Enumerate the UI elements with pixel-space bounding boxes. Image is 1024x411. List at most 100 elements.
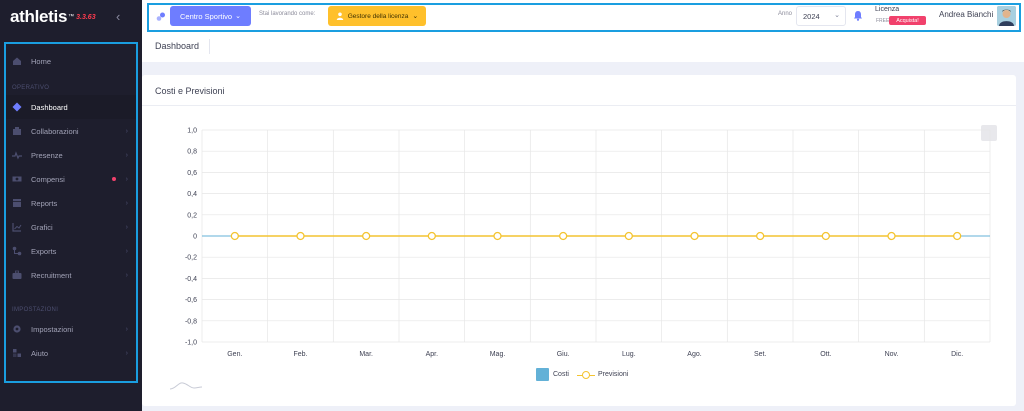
centro-sportivo-label: Centro Sportivo xyxy=(180,11,233,21)
brand-logo[interactable]: athletis ™ 3.3.63 xyxy=(0,0,142,34)
sidebar-item-label: Reports xyxy=(31,198,58,208)
previsioni-point[interactable] xyxy=(690,231,699,241)
previsioni-point[interactable] xyxy=(624,231,633,241)
sidebar-section-impostazioni: IMPOSTAZIONI xyxy=(12,307,59,313)
gear-icon xyxy=(12,324,22,334)
previsioni-point[interactable] xyxy=(821,231,830,241)
x-tick-label: Giu. xyxy=(557,351,570,358)
diamond-icon xyxy=(12,102,22,112)
legend-previsioni-label[interactable]: Previsioni xyxy=(597,371,629,378)
sidebar-item-home[interactable]: Home xyxy=(6,49,136,73)
chart-menu-button[interactable] xyxy=(981,125,997,141)
x-tick-label: Ott. xyxy=(820,351,831,358)
previsioni-point[interactable] xyxy=(427,231,436,241)
y-tick-label: 0,4 xyxy=(187,191,197,198)
sidebar-section-operativo: OPERATIVO xyxy=(12,85,50,91)
chevron-right-icon: › xyxy=(125,199,128,207)
y-tick-label: -0,2 xyxy=(185,255,197,262)
previsioni-point[interactable] xyxy=(296,231,305,241)
legend-costi-label[interactable]: Costi xyxy=(553,371,569,378)
home-icon xyxy=(12,56,22,66)
previsioni-point[interactable] xyxy=(493,231,502,241)
collab-icon xyxy=(12,126,22,136)
chart-icon xyxy=(12,222,22,232)
role-dropdown[interactable]: Gestore della licenza ⌄ xyxy=(328,6,426,26)
subheader xyxy=(142,34,1024,62)
centro-sportivo-dropdown[interactable]: Centro Sportivo ⌄ xyxy=(170,6,251,26)
y-tick-label: -0,6 xyxy=(185,297,197,304)
sidebar-item-label: Home xyxy=(31,56,52,66)
chevron-right-icon: › xyxy=(125,127,128,135)
brand-name: athletis xyxy=(10,7,68,26)
y-tick-label: 0,2 xyxy=(187,212,197,219)
sidebar-item-impostazioni[interactable]: Impostazioni › xyxy=(6,317,136,341)
chevron-right-icon: › xyxy=(125,271,128,279)
licenza-label: Licenza xyxy=(875,6,900,13)
sidebar-highlight-frame xyxy=(4,42,138,383)
chevron-right-icon: › xyxy=(125,247,128,255)
sidebar-item-recruitment[interactable]: Recruitment › xyxy=(6,263,136,287)
sidebar-nav: Home OPERATIVO Dashboard Collaborazioni › Pre… xyxy=(6,44,136,365)
sidebar-item-dashboard[interactable]: Dashboard xyxy=(6,95,136,119)
sidebar-item-compensi[interactable]: Compensi › xyxy=(6,167,136,191)
y-tick-label: -0,4 xyxy=(185,276,197,283)
previsioni-point[interactable] xyxy=(362,231,371,241)
previsioni-point[interactable] xyxy=(230,231,239,241)
legend-previsioni-swatch[interactable] xyxy=(576,370,595,379)
sidebar-item-reports[interactable]: Reports › xyxy=(6,191,136,215)
sidebar-item-label: Recruitment xyxy=(31,270,72,280)
brand-trademark: ™ xyxy=(68,14,75,20)
collapse-sidebar-icon[interactable]: ‹ xyxy=(116,9,121,24)
sidebar-item-collaborazioni[interactable]: Collaborazioni › xyxy=(6,119,136,143)
anno-select[interactable]: 2024 ⌄ xyxy=(796,6,846,26)
sidebar-item-label: Aiuto xyxy=(31,348,49,358)
y-tick-label: -0,8 xyxy=(185,318,197,325)
subheader-divider xyxy=(209,39,210,54)
y-tick-label: 0,6 xyxy=(187,170,197,177)
help-icon xyxy=(12,348,22,358)
bell-icon[interactable] xyxy=(853,10,863,21)
costi-previsioni-chart: 1,0 0,8 0,6 0,4 0,2 0 -0,2 -0,4 -0,6 -0,8 -1,0 Gen.… xyxy=(185,128,991,358)
y-tick-label: 0 xyxy=(193,234,197,241)
card-title: Costi e Previsioni xyxy=(155,86,225,96)
user-name[interactable]: Andrea Bianchi xyxy=(939,10,994,19)
sidebar-item-label: Compensi xyxy=(31,174,65,184)
chevron-right-icon: › xyxy=(125,151,128,159)
previsioni-point[interactable] xyxy=(953,231,962,241)
sidebar-item-exports[interactable]: Exports › xyxy=(6,239,136,263)
chevron-down-icon: ⌄ xyxy=(834,12,840,19)
sidebar-item-aiuto[interactable]: Aiuto › xyxy=(6,341,136,365)
previsioni-point[interactable] xyxy=(756,231,765,241)
sparkline-icon xyxy=(170,382,202,390)
sidebar-item-label: Collaborazioni xyxy=(31,126,79,136)
money-icon xyxy=(12,174,22,184)
chevron-right-icon: › xyxy=(125,325,128,333)
menu-dots-icon[interactable] xyxy=(156,12,166,22)
card-divider xyxy=(142,105,1016,106)
sidebar-item-label: Impostazioni xyxy=(31,324,74,334)
sidebar-item-label: Dashboard xyxy=(31,102,68,112)
legend-costi-swatch[interactable] xyxy=(536,368,549,381)
header-highlight-frame xyxy=(147,3,1021,32)
sidebar-item-label: Grafici xyxy=(31,222,53,232)
sidebar-item-grafici[interactable]: Grafici › xyxy=(6,215,136,239)
x-tick-label: Gen. xyxy=(227,351,242,358)
y-tick-label: 1,0 xyxy=(187,128,197,135)
top-header xyxy=(142,0,1024,34)
chevron-down-icon: ⌄ xyxy=(235,13,241,20)
licenza-tier: FREE xyxy=(876,18,890,24)
previsioni-point[interactable] xyxy=(887,231,896,241)
x-tick-label: Mag. xyxy=(490,351,506,358)
anno-label: Anno xyxy=(778,11,793,17)
avatar[interactable] xyxy=(997,6,1016,26)
sidebar-item-presenze[interactable]: Presenze › xyxy=(6,143,136,167)
x-tick-label: Lug. xyxy=(622,351,636,358)
chevron-right-icon: › xyxy=(125,349,128,357)
user-icon xyxy=(336,12,343,20)
chevron-right-icon: › xyxy=(125,175,128,183)
acquista-button[interactable]: Acquista! xyxy=(889,16,926,25)
sidebar-item-label: Exports xyxy=(31,246,57,256)
previsioni-point[interactable] xyxy=(559,231,568,241)
x-tick-label: Apr. xyxy=(426,351,439,358)
avatar-image xyxy=(997,6,1016,26)
